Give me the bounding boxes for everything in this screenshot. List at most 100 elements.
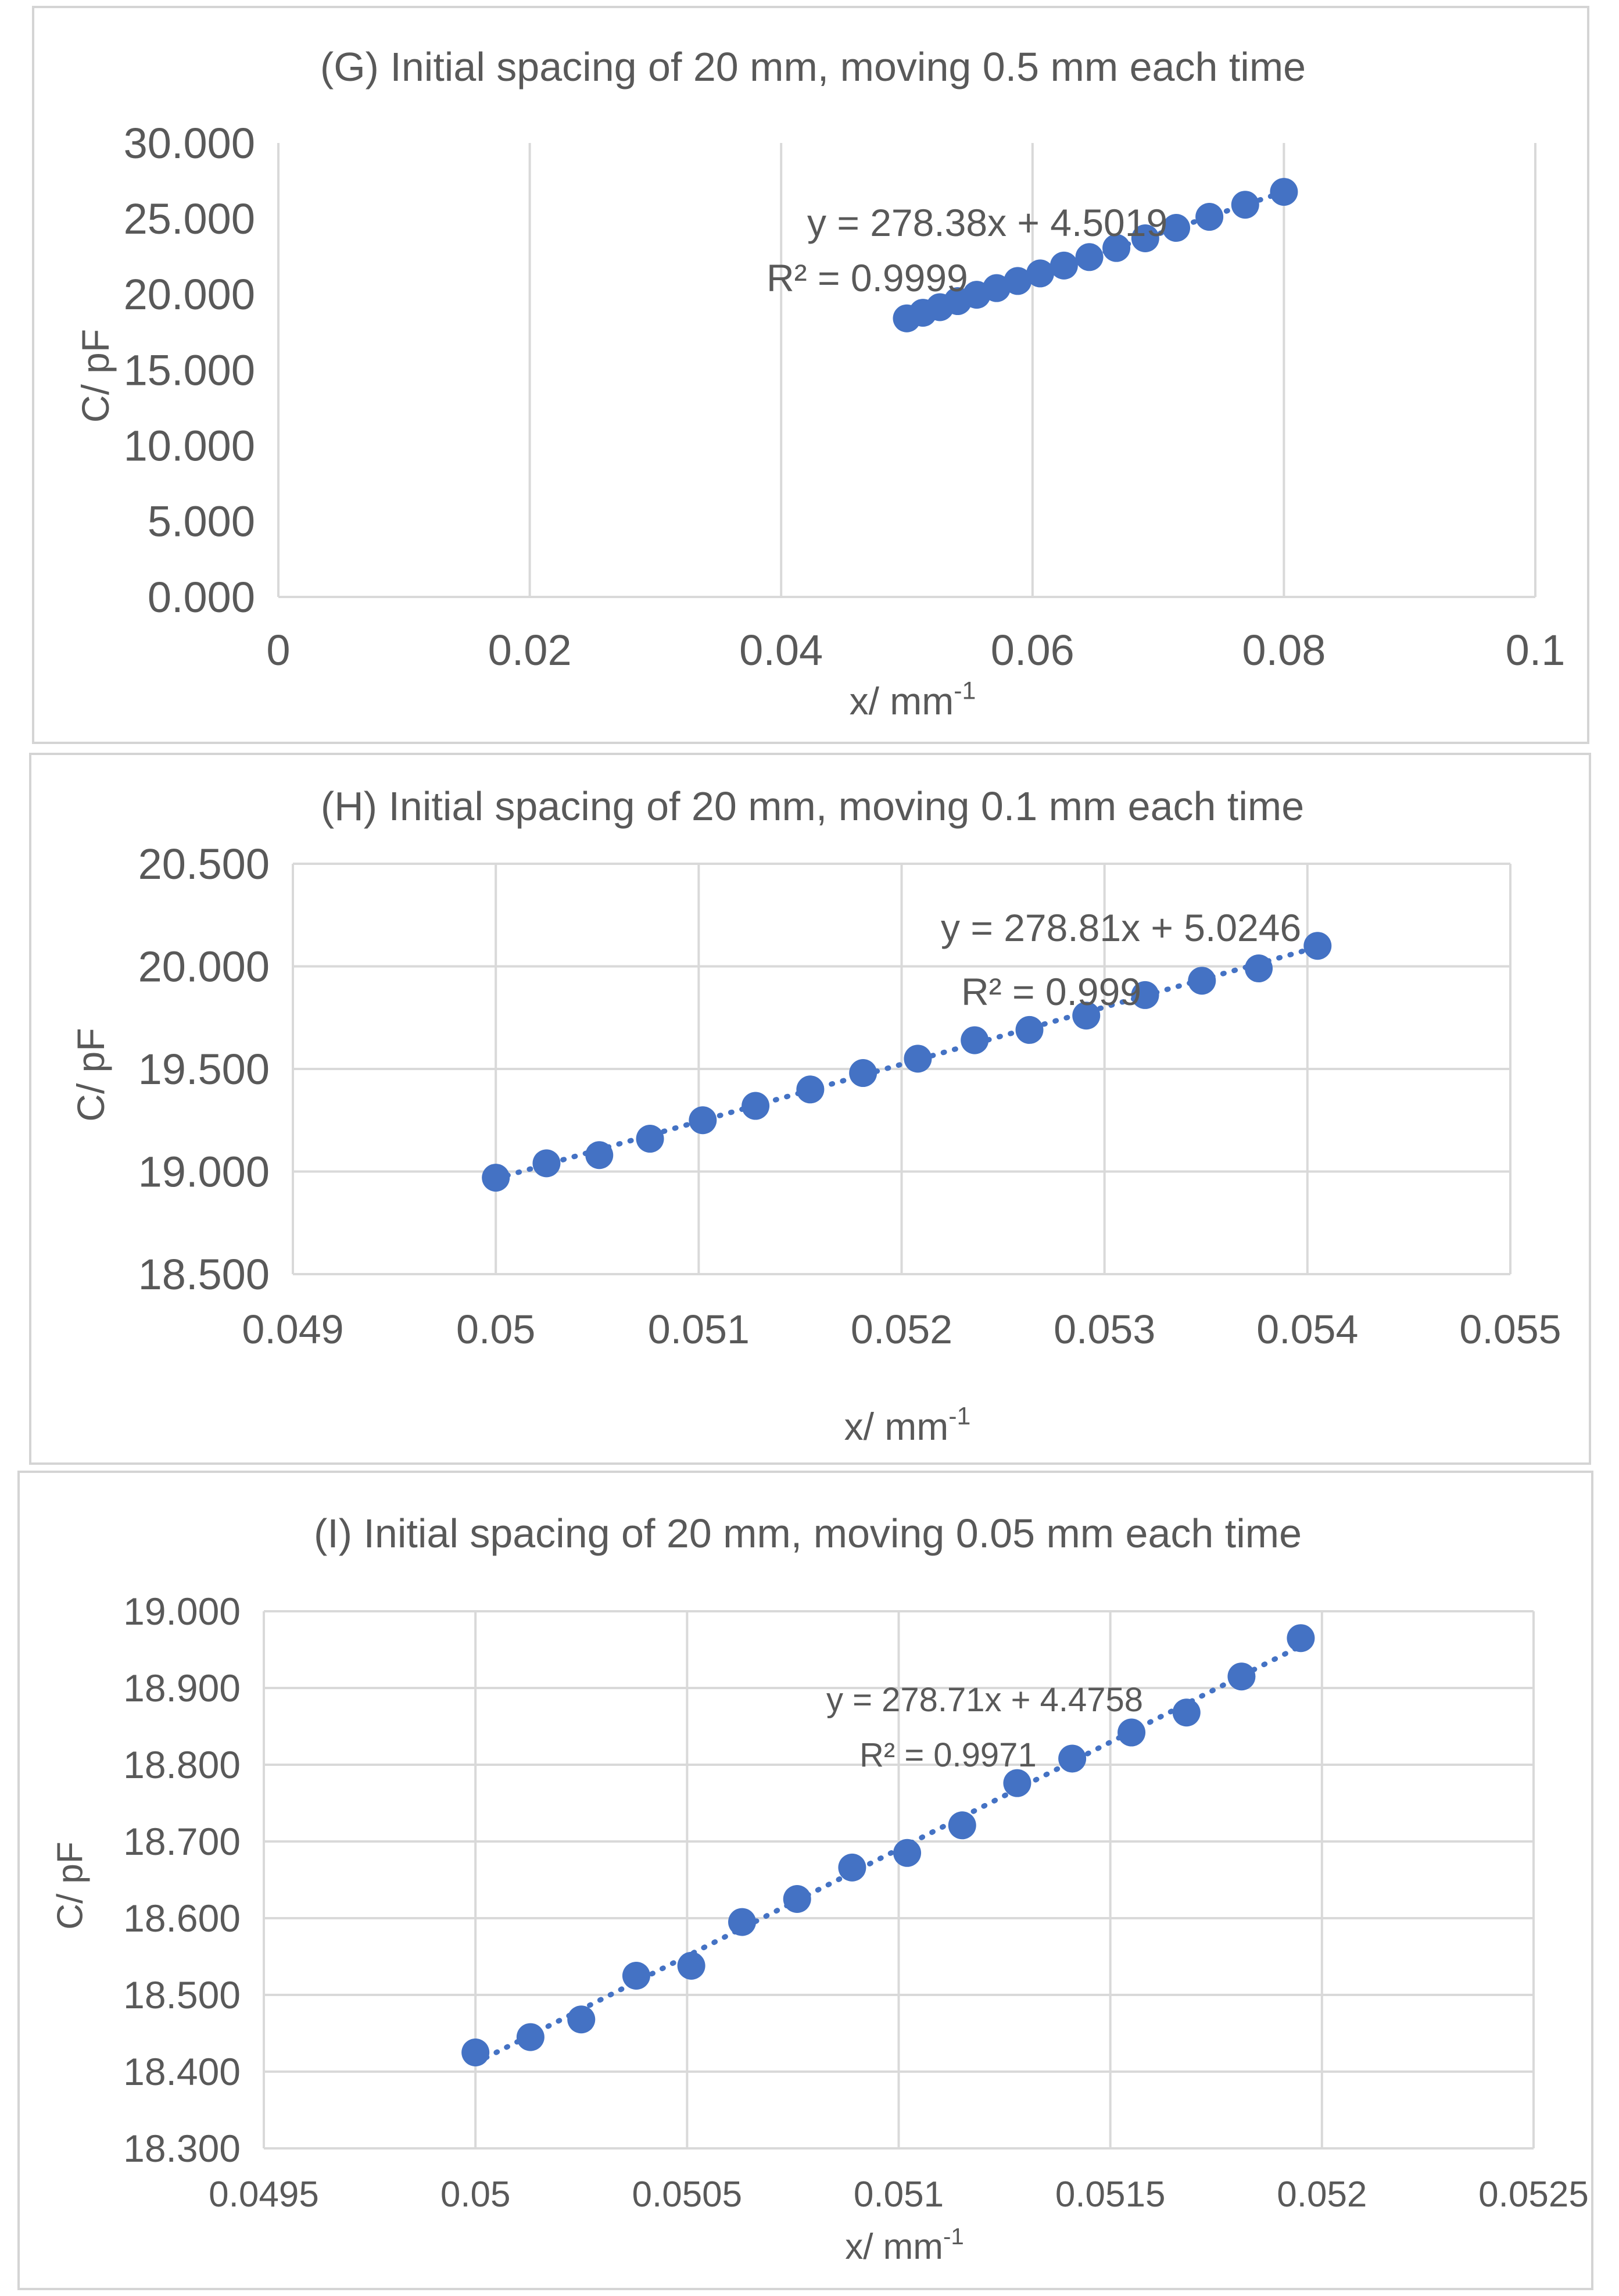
x-tick-label: 0.04 <box>739 626 823 674</box>
data-point <box>849 1059 877 1088</box>
data-point <box>1227 1662 1256 1691</box>
chart-title: (G) Initial spacing of 20 mm, moving 0.5… <box>320 44 1306 90</box>
y-axis-title: C/ pF <box>69 1028 112 1121</box>
data-point <box>1172 1698 1201 1727</box>
scatter-chart-i: (I) Initial spacing of 20 mm, moving 0.0… <box>51 1511 1589 2267</box>
data-point <box>1102 234 1131 262</box>
x-tick-label: 0.06 <box>991 626 1074 674</box>
y-tick-label: 18.500 <box>123 1973 241 2016</box>
y-tick-label: 18.800 <box>123 1743 241 1786</box>
y-tick-label: 0.000 <box>148 573 255 621</box>
x-tick-label: 0.055 <box>1459 1307 1561 1352</box>
trendline-equation: y = 278.81x + 5.0246 <box>941 906 1301 949</box>
data-point <box>893 1839 922 1867</box>
data-point <box>948 1811 976 1840</box>
data-point <box>532 1149 561 1178</box>
x-axis-title: x/ mm-1 <box>845 2223 964 2267</box>
trendline-r-squared: R² = 0.999 <box>961 970 1141 1013</box>
data-point <box>1287 1624 1315 1653</box>
y-tick-label: 20.500 <box>138 840 270 888</box>
data-point <box>783 1885 811 1913</box>
x-tick-label: 0.05 <box>456 1307 535 1352</box>
x-axis-title: x/ mm-1 <box>844 1403 971 1448</box>
x-axis-title-text: x/ mm <box>850 679 954 723</box>
y-tick-label: 18.400 <box>123 2050 241 2093</box>
x-tick-label: 0.0515 <box>1055 2175 1166 2215</box>
y-tick-label: 10.000 <box>124 422 255 470</box>
data-point <box>728 1908 757 1936</box>
y-tick-label: 19.000 <box>123 1590 241 1633</box>
data-point <box>742 1092 770 1120</box>
data-point <box>1188 967 1216 995</box>
data-point <box>961 1026 989 1054</box>
chart-title: (H) Initial spacing of 20 mm, moving 0.1… <box>321 784 1304 829</box>
y-tick-label: 18.600 <box>123 1897 241 1940</box>
x-tick-label: 0.0505 <box>632 2175 743 2215</box>
y-tick-label: 25.000 <box>124 195 255 243</box>
x-axis-title-superscript: -1 <box>948 1403 970 1430</box>
data-point <box>1195 203 1224 231</box>
y-tick-label: 19.500 <box>138 1045 270 1093</box>
x-tick-label: 0.02 <box>488 626 572 674</box>
x-tick-label: 0.05 <box>440 2175 511 2215</box>
data-point <box>482 1164 510 1192</box>
data-point <box>904 1045 932 1073</box>
y-tick-label: 5.000 <box>148 498 255 546</box>
x-tick-label: 0.052 <box>1277 2175 1367 2215</box>
y-axis-title: C/ pF <box>51 1841 91 1930</box>
trendline <box>472 1643 1303 2066</box>
y-tick-label: 20.000 <box>138 942 270 990</box>
data-point <box>1117 1718 1146 1747</box>
data-point <box>677 1951 705 1980</box>
x-tick-label: 0.053 <box>1054 1307 1155 1352</box>
data-point <box>796 1075 825 1104</box>
x-axis-title-superscript: -1 <box>943 2223 964 2249</box>
y-tick-label: 18.700 <box>123 1820 241 1863</box>
x-tick-label: 0.049 <box>242 1307 343 1352</box>
scatter-chart-h: (H) Initial spacing of 20 mm, moving 0.1… <box>69 784 1561 1448</box>
data-point <box>1131 981 1159 1009</box>
data-point <box>1245 954 1273 983</box>
data-point <box>1026 259 1054 288</box>
data-point <box>1050 251 1078 280</box>
data-point <box>1072 1002 1101 1030</box>
y-tick-label: 30.000 <box>124 119 255 167</box>
trendline-r-squared: R² = 0.9971 <box>859 1736 1037 1774</box>
data-point <box>1131 224 1159 253</box>
chart-panel-i: (I) Initial spacing of 20 mm, moving 0.0… <box>17 1471 1593 2290</box>
data-point <box>1003 1769 1031 1797</box>
x-tick-label: 0.1 <box>1506 626 1566 674</box>
chart-panel-h: (H) Initial spacing of 20 mm, moving 0.1… <box>29 753 1591 1465</box>
x-tick-label: 0.051 <box>648 1307 750 1352</box>
y-tick-label: 15.000 <box>124 346 255 394</box>
scatter-chart-g: (G) Initial spacing of 20 mm, moving 0.5… <box>74 44 1566 723</box>
data-point <box>1075 243 1104 271</box>
data-point <box>567 2005 596 2034</box>
chart-title: (I) Initial spacing of 20 mm, moving 0.0… <box>314 1511 1302 1556</box>
data-point <box>982 274 1011 302</box>
x-tick-label: 0.08 <box>1242 626 1326 674</box>
chart-panel-g: (G) Initial spacing of 20 mm, moving 0.5… <box>32 6 1589 744</box>
y-axis-title: C/ pF <box>74 329 117 423</box>
data-point <box>622 1962 650 1990</box>
y-tick-label: 18.300 <box>123 2127 241 2170</box>
data-point <box>1303 932 1332 960</box>
data-point <box>1004 267 1032 295</box>
x-axis-title-text: x/ mm <box>844 1405 949 1448</box>
data-point <box>689 1106 717 1135</box>
trendline <box>493 944 1320 1182</box>
data-point <box>1270 178 1298 206</box>
x-tick-label: 0.0525 <box>1478 2175 1589 2215</box>
data-point <box>1058 1744 1087 1773</box>
y-tick-label: 18.900 <box>123 1666 241 1710</box>
x-tick-label: 0.052 <box>851 1307 952 1352</box>
x-axis-title: x/ mm-1 <box>850 677 976 723</box>
trendline-r-squared: R² = 0.9999 <box>766 256 968 299</box>
data-point <box>838 1853 866 1882</box>
x-tick-label: 0.0495 <box>209 2175 319 2215</box>
x-tick-label: 0.054 <box>1256 1307 1358 1352</box>
x-axis-title-text: x/ mm <box>845 2227 943 2267</box>
data-point <box>1162 214 1191 242</box>
trendline-equation: y = 278.71x + 4.4758 <box>826 1681 1143 1719</box>
data-point <box>585 1141 614 1170</box>
